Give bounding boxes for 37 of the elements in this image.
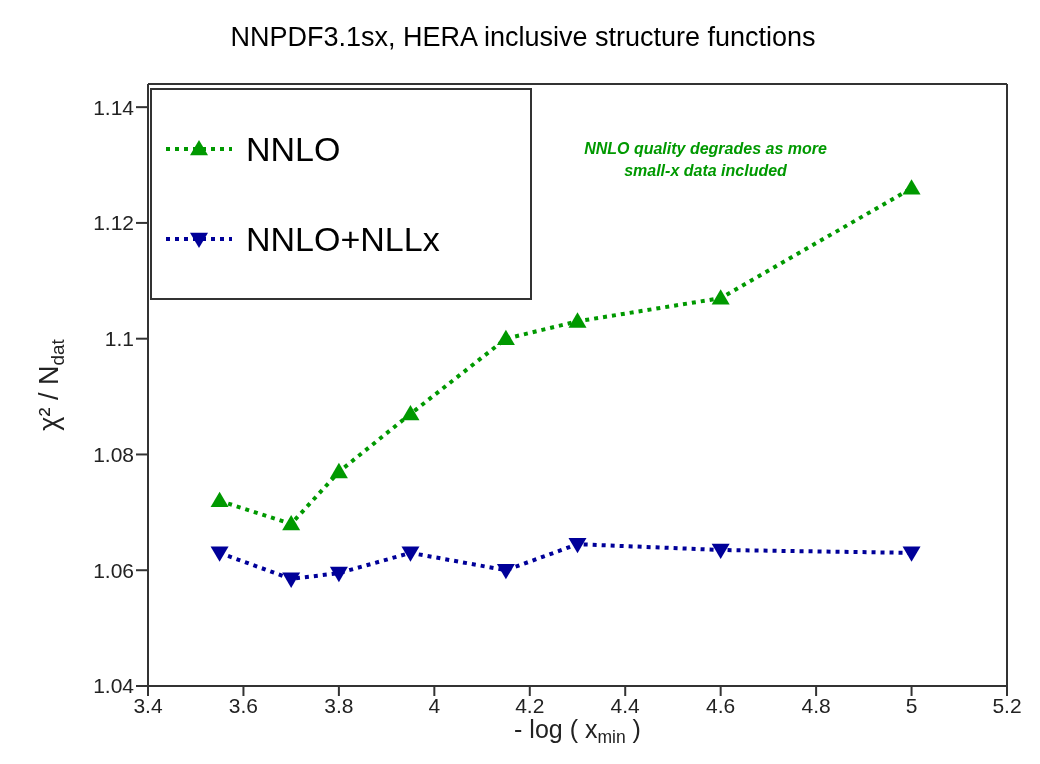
x-tick-label: 4.2 — [515, 693, 545, 717]
y-tick-label: 1.14 — [93, 95, 135, 119]
point — [902, 179, 921, 195]
x-tick-label: 4.6 — [706, 693, 736, 717]
point — [210, 546, 229, 562]
x-tick-label: 4.4 — [610, 693, 641, 717]
point — [568, 312, 587, 328]
y-tick-label: 1.1 — [104, 327, 134, 351]
point — [210, 491, 229, 508]
point — [282, 572, 301, 588]
x-tick-label: 4 — [428, 693, 441, 717]
y-tick-label: 1.12 — [93, 211, 134, 235]
point — [711, 289, 730, 305]
x-tick-label: 3.6 — [228, 693, 259, 717]
x-tick-label: 3.4 — [133, 693, 163, 717]
y-tick-label: 1.04 — [93, 674, 135, 698]
x-tick-label: 4.8 — [801, 693, 831, 717]
point — [496, 329, 515, 345]
x-axis-title: - log ( x$_{min}$ ) — [514, 715, 641, 748]
point — [329, 566, 348, 583]
x-tick-label: 5 — [905, 693, 918, 717]
legend-label: NNLO+NLLx — [246, 219, 440, 259]
y-tick-label: 1.08 — [93, 442, 134, 466]
point — [329, 462, 348, 479]
point — [568, 537, 587, 554]
point — [711, 543, 730, 559]
x-tick-label: 3.8 — [324, 693, 354, 717]
y-tick-label: 1.06 — [93, 558, 134, 582]
legend-label: NNLO — [246, 129, 341, 169]
point — [282, 514, 301, 531]
point — [902, 546, 921, 562]
annotation: NNLO quality degrades as more small-x data included — [583, 139, 828, 181]
point — [401, 404, 420, 421]
x-tick-label: 5.2 — [992, 693, 1022, 717]
point — [496, 563, 515, 580]
chart-title: NNPDF3.1sx, HERA inclusive structure functions — [229, 22, 817, 53]
point — [401, 546, 420, 562]
